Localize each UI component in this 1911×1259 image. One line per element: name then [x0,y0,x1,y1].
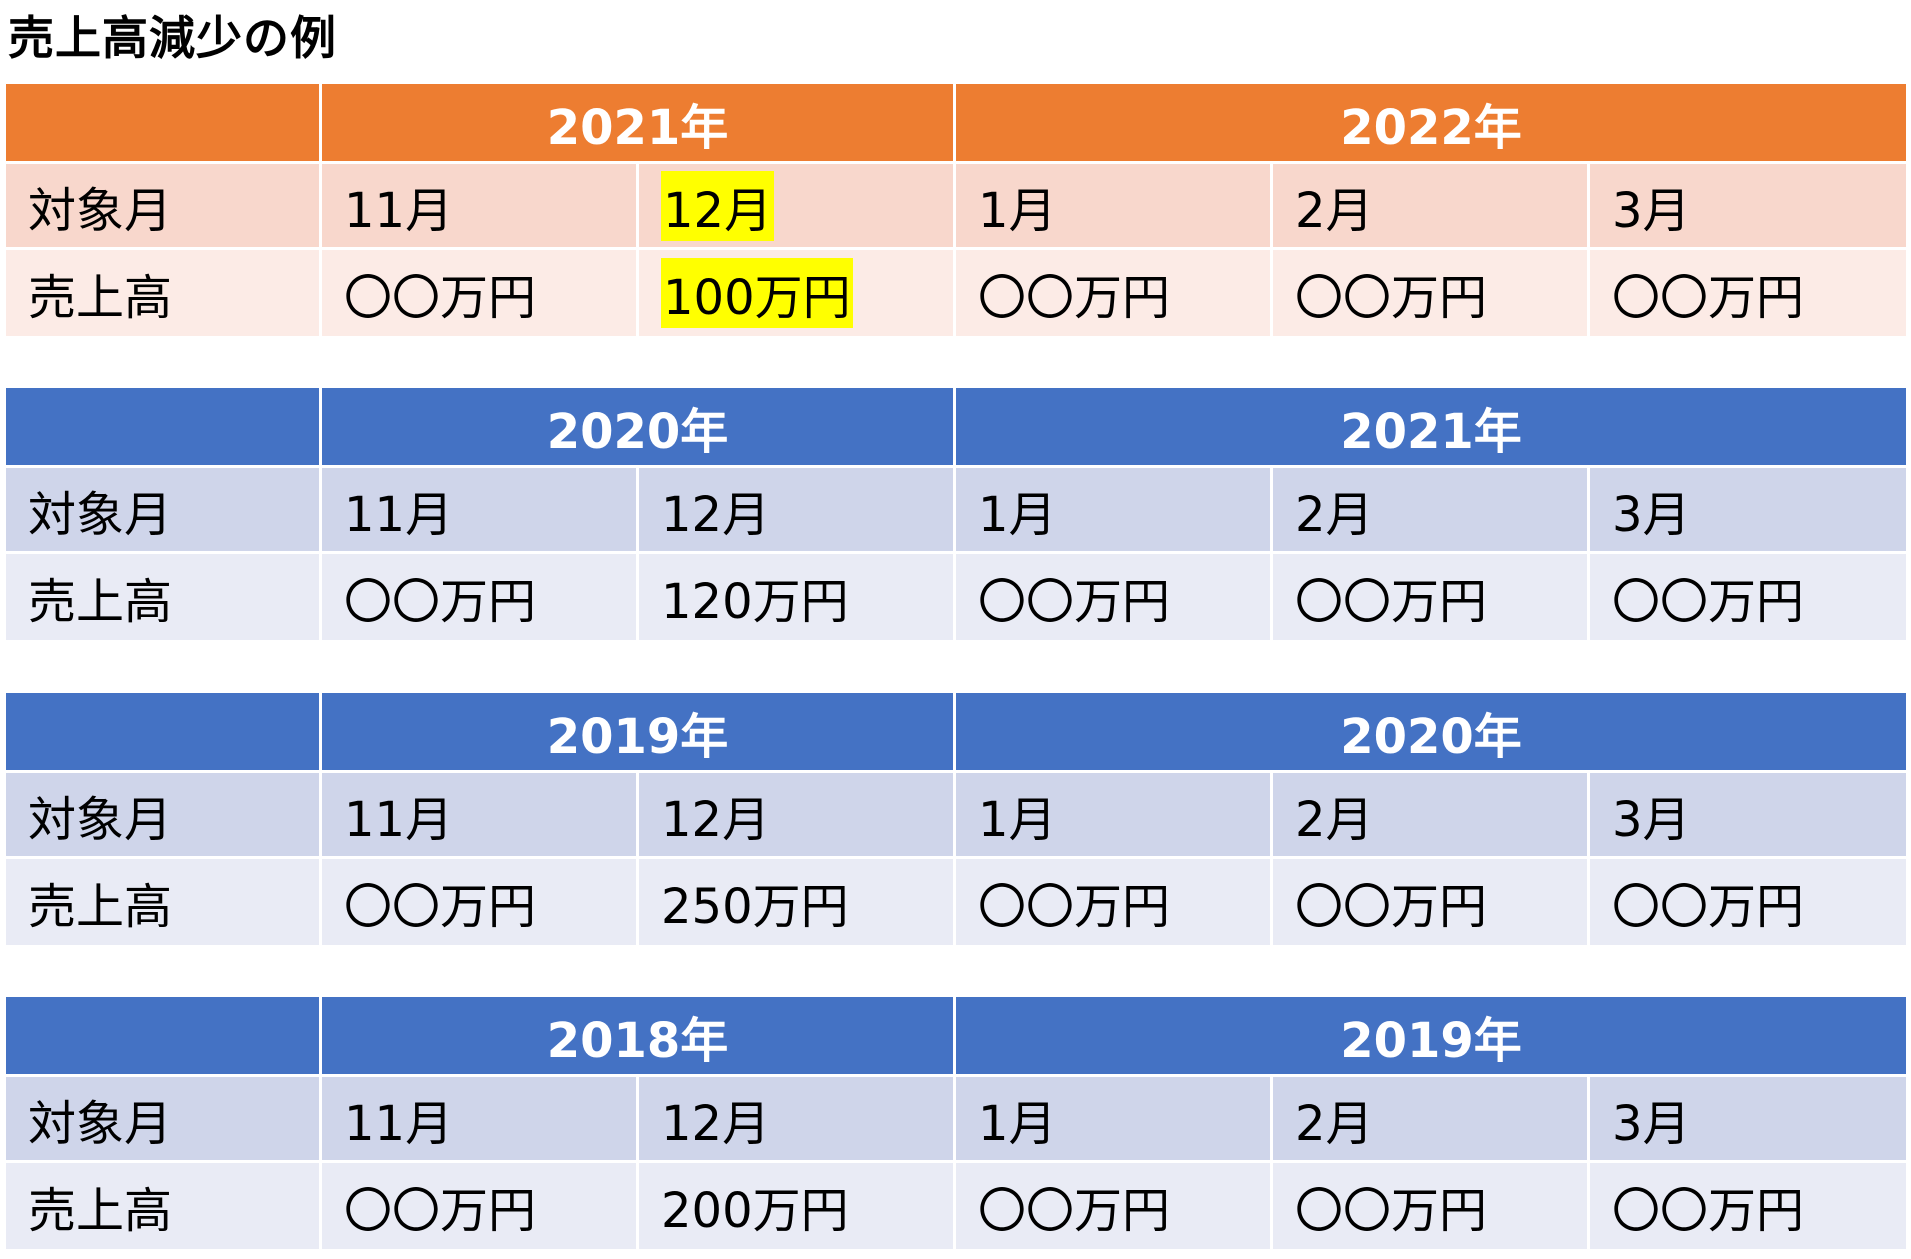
row-label-sales: 売上高 [6,250,322,336]
sales-cell: 200万円 [639,1163,956,1249]
row-label-sales: 売上高 [6,859,322,945]
sales-cell: 〇〇万円 [322,1163,639,1249]
sales-cell: 〇〇万円 [956,250,1273,336]
sales-table-4: 2018年 2019年 対象月 11月 12月 1月 2月 3月 売上高 〇〇万… [6,997,1906,1249]
month-cell: 1月 [956,468,1273,554]
month-cell: 12月 [639,1077,956,1163]
sales-table-3: 2019年 2020年 対象月 11月 12月 1月 2月 3月 売上高 〇〇万… [6,693,1906,945]
month-cell-highlighted: 12月 [639,164,956,250]
sales-cell: 〇〇万円 [1273,859,1590,945]
month-cell: 11月 [322,468,639,554]
month-cell: 2月 [1273,773,1590,859]
year-header-right: 2022年 [956,84,1906,164]
row-label-month: 対象月 [6,468,322,554]
sales-cell: 〇〇万円 [322,859,639,945]
sales-cell: 〇〇万円 [956,1163,1273,1249]
month-cell: 12月 [639,468,956,554]
year-header-left: 2018年 [322,997,956,1077]
header-blank-cell [6,84,322,164]
header-blank-cell [6,388,322,468]
page-title: 売上高減少の例 [8,11,337,65]
sales-cell: 〇〇万円 [1273,250,1590,336]
row-label-sales: 売上高 [6,1163,322,1249]
highlight-mark: 100万円 [661,258,853,328]
sales-table-2: 2020年 2021年 対象月 11月 12月 1月 2月 3月 売上高 〇〇万… [6,388,1906,640]
year-header-left: 2021年 [322,84,956,164]
month-cell: 2月 [1273,468,1590,554]
highlight-mark: 12月 [661,170,775,241]
month-cell: 1月 [956,164,1273,250]
sales-cell: 〇〇万円 [1590,859,1906,945]
sales-cell: 〇〇万円 [1590,1163,1906,1249]
month-cell: 11月 [322,164,639,250]
year-header-left: 2020年 [322,388,956,468]
row-label-sales: 売上高 [6,554,322,640]
year-header-right: 2020年 [956,693,1906,773]
month-cell: 11月 [322,1077,639,1163]
sales-cell: 〇〇万円 [956,859,1273,945]
header-blank-cell [6,693,322,773]
sales-cell: 〇〇万円 [1273,554,1590,640]
sales-cell: 120万円 [639,554,956,640]
year-header-right: 2021年 [956,388,1906,468]
header-blank-cell [6,997,322,1077]
month-cell: 3月 [1590,1077,1906,1163]
month-cell: 1月 [956,773,1273,859]
year-header-left: 2019年 [322,693,956,773]
month-cell: 12月 [639,773,956,859]
row-label-month: 対象月 [6,1077,322,1163]
sales-cell: 〇〇万円 [1590,554,1906,640]
month-cell: 1月 [956,1077,1273,1163]
sales-cell-highlighted: 100万円 [639,250,956,336]
sales-table-1: 2021年 2022年 対象月 11月 12月 1月 2月 3月 売上高 〇〇万… [6,84,1906,336]
sales-cell: 〇〇万円 [322,554,639,640]
month-cell: 3月 [1590,468,1906,554]
month-cell: 11月 [322,773,639,859]
sales-cell: 〇〇万円 [322,250,639,336]
month-cell: 2月 [1273,1077,1590,1163]
sales-cell: 〇〇万円 [1273,1163,1590,1249]
sales-cell: 〇〇万円 [1590,250,1906,336]
year-header-right: 2019年 [956,997,1906,1077]
month-cell: 3月 [1590,164,1906,250]
row-label-month: 対象月 [6,773,322,859]
month-cell: 3月 [1590,773,1906,859]
sales-cell: 250万円 [639,859,956,945]
sales-cell: 〇〇万円 [956,554,1273,640]
month-cell: 2月 [1273,164,1590,250]
row-label-month: 対象月 [6,164,322,250]
